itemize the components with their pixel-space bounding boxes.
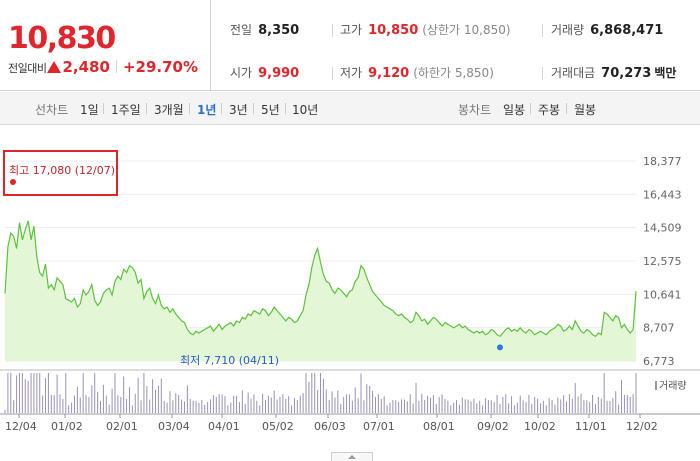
x-tick-label: 03/04 [158,420,190,433]
stat-open: 시가 9,990 [230,63,299,83]
volume-value: 6,868,471 [590,23,664,38]
x-tick-label: 08/01 [423,420,455,433]
divider [332,67,333,80]
price-area [5,220,636,361]
divider [332,24,333,37]
y-tick-label: 18,377 [643,155,682,168]
volume-legend: 거래량 [655,377,687,392]
current-price: 10,830 [8,21,116,56]
x-tick-label: 06/03 [314,420,346,433]
stat-trade-value: 거래대금 70,273 백만 [551,63,676,83]
open-label: 시가 [230,66,253,80]
divider [115,60,117,73]
stat-high: 고가 10,850 (상한가 10,850) [340,20,511,40]
divider [566,103,567,114]
x-tick-label: 10/02 [524,420,556,433]
chart-toolbar: 선차트 1일 1주일 3개월 1년 3년 5년 10년 봉차트 일봉 주봉 월봉 [0,92,700,125]
high-marker [10,179,16,185]
x-tick-label: 07/01 [363,420,395,433]
candle-monthly[interactable]: 월봉 [574,103,597,117]
divider [221,103,222,114]
candle-chart-label: 봉차트 [458,103,492,117]
divider [189,103,190,114]
x-tick-label: 04/01 [208,420,240,433]
candle-daily[interactable]: 일봉 [503,103,526,117]
divider [146,103,147,114]
change-percent: +29.70% [122,58,198,76]
high-value: 10,850 [368,23,419,38]
period-3y[interactable]: 3년 [229,103,248,117]
prev-close-value: 8,350 [258,23,300,38]
lower-limit: (하한가 5,850) [413,66,494,80]
divider [285,103,286,114]
trade-value-unit: 백만 [654,66,677,80]
period-1w[interactable]: 1주일 [111,103,141,117]
y-tick-label: 10,641 [643,288,682,301]
x-tick-label: 09/02 [477,420,509,433]
quote-panel: 10,830 전일대비 2,480 +29.70% 전일 8,350 고가 10,850… [0,0,700,91]
divider [253,103,254,114]
divider [542,24,543,37]
high-annotation-box [3,150,118,196]
stat-low: 저가 9,120 (하한가 5,850) [340,63,494,83]
x-tick-label: 12/02 [626,420,658,433]
x-tick-label: 01/02 [51,420,83,433]
line-chart-label: 선차트 [35,103,69,117]
x-tick-label: 02/01 [106,420,138,433]
trade-value-label: 거래대금 [551,66,596,80]
high-label: 고가 [340,23,363,37]
low-value: 9,120 [368,66,410,81]
high-annotation: 최고 17,080 (12/07) [9,164,116,177]
change-amount: 2,480 [62,58,110,76]
candle-weekly[interactable]: 주봉 [538,103,561,117]
price-chart: 18,377 16,443 14,509 12,575 10,641 8,707 6,773… [0,140,700,461]
change-row: 전일대비 2,480 +29.70% [8,58,198,78]
period-1y[interactable]: 1년 [197,103,217,117]
low-marker [496,344,503,351]
y-tick-label: 12,575 [643,255,682,268]
period-3m[interactable]: 3개월 [154,103,184,117]
prev-close-label: 전일 [230,23,253,37]
y-tick-label: 6,773 [643,355,675,368]
x-tick-label: 11/01 [575,420,607,433]
period-1d[interactable]: 1일 [80,103,99,117]
change-label: 전일대비 [8,62,47,75]
trade-value: 70,273 [601,66,652,81]
y-tick-label: 16,443 [643,188,682,201]
stat-prev-close: 전일 8,350 [230,20,299,40]
price-line [4,220,637,338]
period-5y[interactable]: 5년 [261,103,280,117]
period-10y[interactable]: 10년 [292,103,319,117]
upper-limit: (상한가 10,850) [422,23,511,37]
x-tick-label: 12/04 [5,420,37,433]
divider [530,103,531,114]
low-label: 저가 [340,66,363,80]
price-chart-svg: 18,377 16,443 14,509 12,575 10,641 8,707 6,773… [0,155,700,433]
y-tick-label: 14,509 [643,222,682,235]
divider [542,67,543,80]
y-tick-label: 8,707 [643,322,675,335]
low-annotation: 최저 7,710 (04/11) [180,354,280,367]
stat-volume: 거래량 6,868,471 [551,20,663,40]
volume-legend-label: 거래량 [659,381,687,392]
price-box: 10,830 전일대비 2,480 +29.70% [0,0,211,91]
divider [103,103,104,114]
x-tick-label: 05/02 [262,420,294,433]
volume-swatch-icon [655,381,657,390]
arrow-up-icon [47,61,62,73]
chart-scroll-handle[interactable] [331,452,373,461]
volume-label: 거래량 [551,23,585,37]
open-value: 9,990 [258,66,300,81]
